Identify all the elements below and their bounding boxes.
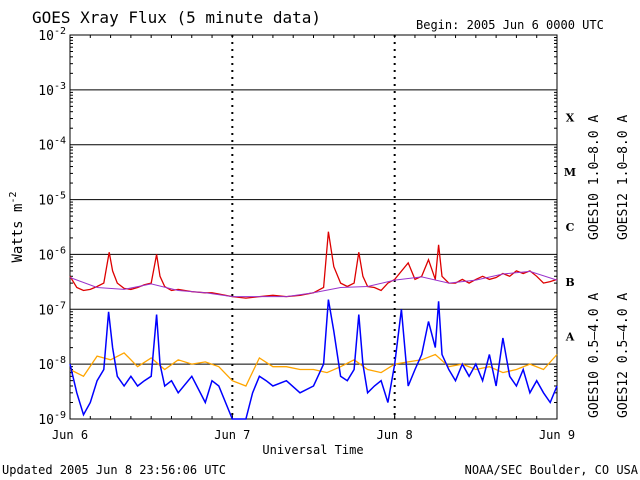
flare-class-label: A	[565, 331, 575, 344]
y-tick-exponent: -6	[54, 245, 66, 256]
y-tick-base: 10	[38, 29, 54, 44]
chart-title: GOES Xray Flux (5 minute data)	[32, 8, 321, 27]
grid-lines	[70, 89, 557, 365]
y-axis-label: Watts m-2	[8, 191, 26, 262]
legend-goes12-short: GOES12 0.5–4.0 A	[616, 293, 631, 418]
y-tick-label: 10-8	[38, 355, 66, 373]
y-tick-exponent: -9	[54, 410, 66, 421]
y-tick-base: 10	[38, 84, 54, 99]
x-axis-label: Universal Time	[262, 443, 363, 457]
series-line-goes12-long	[69, 231, 558, 299]
y-tick-exponent: -2	[54, 26, 66, 37]
y-tick-exponent: -4	[54, 136, 66, 147]
y-tick-base: 10	[38, 248, 54, 263]
y-tick-exponent: -3	[54, 81, 66, 92]
y-tick-base: 10	[38, 413, 54, 428]
y-tick-label: 10-3	[38, 81, 66, 99]
y-tick-base: 10	[38, 358, 54, 373]
series-line-goes12-short	[69, 299, 558, 420]
flare-class-label: B	[565, 276, 574, 289]
y-axis-label-superscript: -2	[8, 191, 19, 203]
x-tick-label: Jun 9	[539, 428, 575, 442]
flare-class-label: X	[566, 111, 575, 124]
series-lines	[69, 231, 558, 420]
flare-class-label: C	[566, 221, 575, 234]
legend-goes12-long: GOES12 1.0–8.0 A	[616, 115, 631, 240]
legend-goes10-short: GOES10 0.5–4.0 A	[587, 293, 602, 418]
day-divider-ticks	[231, 35, 396, 419]
legend: GOES10 1.0–8.0 A GOES12 1.0–8.0 A GOES10…	[587, 115, 631, 418]
y-tick-label: 10-2	[38, 26, 66, 44]
x-tick-label: Jun 6	[52, 428, 88, 442]
flare-class-labels: X M C B A	[564, 111, 576, 343]
credit-text: NOAA/SEC Boulder, CO USA	[465, 463, 639, 477]
x-axis-ticks: Jun 6 Jun 7 Jun 8 Jun 9	[52, 35, 575, 442]
y-tick-label: 10-5	[38, 191, 66, 209]
flare-class-label: M	[564, 166, 576, 179]
y-tick-exponent: -8	[54, 355, 66, 366]
y-tick-label: 10-7	[38, 300, 66, 318]
y-tick-label: 10-4	[38, 136, 66, 154]
updated-timestamp: Updated 2005 Jun 8 23:56:06 UTC	[2, 463, 226, 477]
series-line-goes10-long	[69, 270, 558, 298]
y-tick-base: 10	[38, 303, 54, 318]
legend-goes10-long: GOES10 1.0–8.0 A	[587, 115, 602, 240]
x-tick-label: Jun 8	[377, 428, 413, 442]
y-axis-label-text: Watts m	[10, 204, 26, 263]
x-tick-label: Jun 7	[214, 428, 250, 442]
y-tick-exponent: -5	[54, 191, 66, 202]
y-tick-exponent: -7	[54, 300, 66, 311]
y-tick-base: 10	[38, 194, 54, 209]
y-tick-label: 10-6	[38, 245, 66, 263]
plot-frame	[69, 34, 558, 420]
series-line-goes10-short	[69, 352, 558, 387]
y-tick-base: 10	[38, 139, 54, 154]
begin-label: Begin: 2005 Jun 6 0000 UTC	[416, 18, 604, 32]
y-tick-label: 10-9	[38, 410, 66, 428]
